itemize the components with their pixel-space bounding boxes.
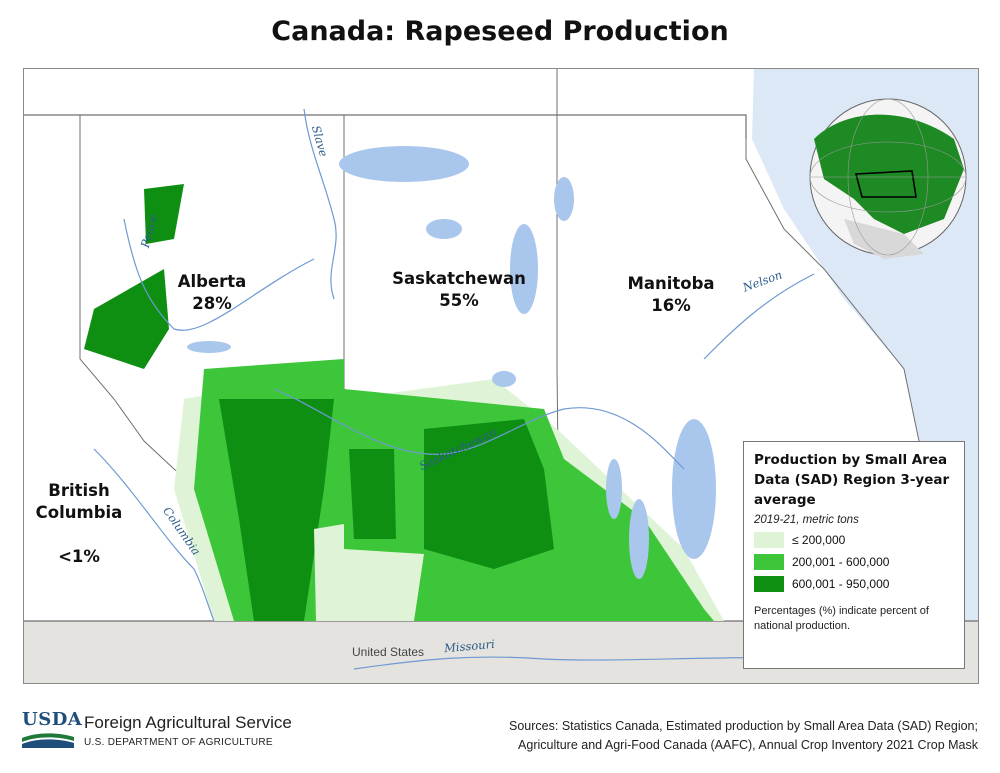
map-canvas — [24, 69, 978, 683]
sources-line-2: Agriculture and Agri-Food Canada (AAFC),… — [518, 738, 978, 752]
legend: Production by Small Area Data (SAD) Regi… — [743, 441, 965, 669]
region-pale-sk — [344, 549, 424, 621]
nwt-border — [24, 114, 747, 139]
agency-name: Foreign Agricultural Service — [84, 713, 292, 732]
legend-subtitle: 2019-21, metric tons — [754, 514, 859, 526]
province-label-alberta: Alberta 28% — [162, 271, 262, 315]
usda-logo-hills — [22, 733, 74, 748]
region-peace — [84, 269, 169, 369]
province-share: 16% — [651, 296, 691, 315]
province-name: Saskatchewan — [392, 269, 526, 288]
locator-globe — [809, 98, 967, 259]
river-peace — [123, 218, 315, 331]
legend-swatch — [754, 554, 784, 570]
province-label-saskatchewan: Saskatchewan 55% — [379, 268, 539, 312]
province-share: 28% — [192, 294, 232, 313]
legend-label: 600,001 - 950,000 — [792, 577, 890, 591]
lake-winnipegosis — [606, 459, 622, 519]
lake-winnipeg — [672, 419, 716, 559]
province-name: Manitoba — [627, 274, 715, 293]
map-title: Canada: Rapeseed Production — [271, 16, 729, 47]
province-share: 55% — [439, 291, 479, 310]
usda-logo: USDA — [22, 709, 83, 730]
lake-manitoba — [629, 499, 649, 579]
lake-reindeer — [510, 224, 538, 314]
province-share: <1% — [58, 547, 100, 566]
lake-wollaston — [554, 177, 574, 221]
province-name: Alberta — [177, 272, 247, 291]
legend-class-high: 600,001 - 950,000 — [754, 576, 954, 592]
province-label-british-columbia: British Columbia <1% — [24, 458, 134, 590]
lake-cree — [426, 219, 462, 239]
river-columbia — [93, 448, 215, 622]
region-pale-ab — [314, 524, 344, 621]
lake-athabasca — [339, 146, 469, 182]
legend-note: Percentages (%) indicate percent of nati… — [754, 605, 929, 632]
river-slave — [303, 108, 337, 300]
legend-label: ≤ 200,000 — [792, 533, 846, 547]
department-name: U.S. DEPARTMENT OF AGRICULTURE — [84, 737, 273, 748]
legend-title: Production by Small Area Data (SAD) Regi… — [754, 452, 950, 508]
legend-class-mid: 200,001 - 600,000 — [754, 554, 954, 570]
region-peace-n — [144, 184, 184, 244]
legend-label: 200,001 - 600,000 — [792, 555, 890, 569]
legend-swatch — [754, 576, 784, 592]
sources-note: Sources: Statistics Canada, Estimated pr… — [509, 717, 978, 755]
region-dark-sk — [424, 419, 554, 569]
legend-class-low: ≤ 200,000 — [754, 532, 954, 548]
region-dark-sk2 — [349, 449, 396, 539]
province-label-manitoba: Manitoba 16% — [616, 273, 726, 317]
sources-line-1: Sources: Statistics Canada, Estimated pr… — [509, 719, 978, 733]
map-panel: Alberta 28% Saskatchewan 55% Manitoba 16… — [23, 68, 979, 684]
legend-swatch — [754, 532, 784, 548]
lake-lesser-slave — [187, 341, 231, 353]
lake-lac-la-ronge — [492, 371, 516, 387]
province-name: British Columbia — [35, 481, 123, 522]
river-saskatchewan — [273, 388, 685, 470]
river-nelson — [703, 273, 815, 360]
region-dark-ab — [219, 399, 334, 621]
country-label-us: United States — [352, 645, 425, 659]
